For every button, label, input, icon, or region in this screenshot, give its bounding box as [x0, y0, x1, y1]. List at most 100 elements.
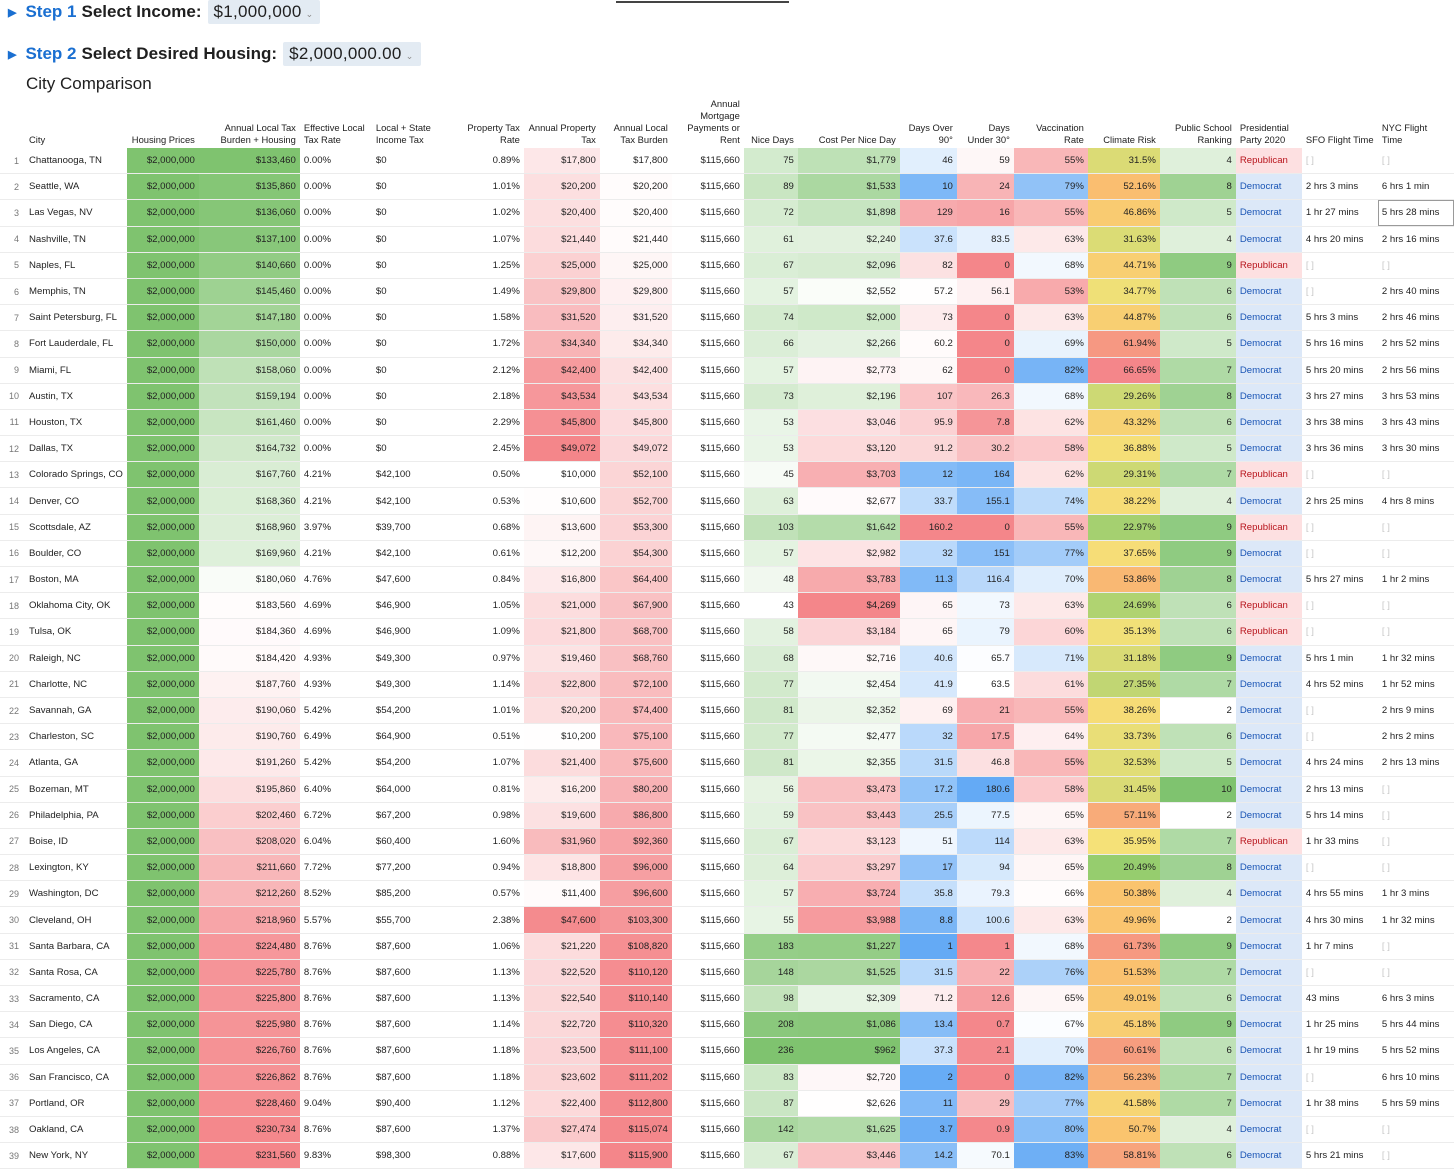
cell-party[interactable]: Democrat	[1235, 1011, 1302, 1039]
cell-mortgage[interactable]: $115,660	[671, 1064, 744, 1091]
cell-vaccination-rate[interactable]: 55%	[1013, 148, 1088, 175]
cell-nyc-flight[interactable]: 1 hr 3 mins	[1377, 880, 1454, 908]
cell-party[interactable]: Democrat	[1235, 723, 1302, 751]
cell-nyc-flight[interactable]: 3 hrs 30 mins	[1377, 435, 1454, 463]
cell-days-over-90[interactable]: 62	[899, 357, 957, 384]
cell-sfo-flight[interactable]: 2 hrs 13 mins	[1301, 776, 1378, 803]
cell-property-tax-rate[interactable]: 1.13%	[447, 959, 524, 987]
cell-nice-days[interactable]: 81	[743, 749, 798, 777]
cell-cost-per-nice-day[interactable]: $2,266	[797, 330, 900, 358]
cell-nice-days[interactable]: 89	[743, 173, 798, 201]
cell-income-tax[interactable]: $42,100	[371, 540, 448, 568]
cell-annual-burden-housing[interactable]: $208,020	[198, 828, 300, 856]
cell-housing-prices[interactable]: $2,000,000	[126, 278, 199, 306]
cell-nice-days[interactable]: 68	[743, 645, 798, 672]
cell-annual-tax-burden[interactable]: $108,820	[599, 933, 672, 960]
cell-mortgage[interactable]: $115,660	[671, 802, 744, 829]
cell-nice-days[interactable]: 57	[743, 540, 798, 568]
cell-party[interactable]: Democrat	[1235, 226, 1302, 253]
table-row[interactable]: 6 Memphis, TN $2,000,000 $145,460 0.00% $0 1.4…	[0, 278, 1454, 306]
cell-annual-property-tax[interactable]: $13,600	[523, 514, 600, 541]
cell-days-under-30[interactable]: 12.6	[956, 985, 1014, 1013]
cell-days-over-90[interactable]: 46	[899, 148, 957, 175]
cell-vaccination-rate[interactable]: 55%	[1013, 749, 1088, 777]
cell-cost-per-nice-day[interactable]: $962	[797, 1037, 900, 1065]
cell-annual-tax-burden[interactable]: $25,000	[599, 252, 672, 279]
cell-sfo-flight[interactable]: 4 hrs 24 mins	[1301, 749, 1378, 777]
cell-days-over-90[interactable]: 2	[899, 1064, 957, 1091]
cell-days-under-30[interactable]: 46.8	[956, 749, 1014, 777]
cell-days-under-30[interactable]: 151	[956, 540, 1014, 568]
cell-property-tax-rate[interactable]: 0.88%	[447, 1142, 524, 1169]
cell-sfo-flight[interactable]: 4 hrs 52 mins	[1301, 671, 1378, 698]
cell-nyc-flight[interactable]: [ ]	[1377, 592, 1454, 620]
cell-city[interactable]: Colorado Springs, CO	[25, 461, 127, 489]
cell-income-tax[interactable]: $0	[371, 435, 448, 463]
cell-nice-days[interactable]: 183	[743, 933, 798, 960]
cell-party[interactable]: Democrat	[1235, 1142, 1302, 1169]
cell-annual-property-tax[interactable]: $10,000	[523, 461, 600, 489]
cell-annual-property-tax[interactable]: $22,520	[523, 959, 600, 987]
cell-income-tax[interactable]: $87,600	[371, 1011, 448, 1039]
cell-effective-tax-rate[interactable]: 0.00%	[299, 226, 372, 253]
table-row[interactable]: 3 Las Vegas, NV $2,000,000 $136,060 0.00% $0 1…	[0, 199, 1454, 227]
cell-effective-tax-rate[interactable]: 4.21%	[299, 540, 372, 568]
cell-city[interactable]: Scottsdale, AZ	[25, 514, 127, 541]
cell-nice-days[interactable]: 103	[743, 514, 798, 541]
cell-nyc-flight[interactable]: [ ]	[1377, 854, 1454, 882]
table-row[interactable]: 36 San Francisco, CA $2,000,000 $226,862 8.7…	[0, 1064, 1454, 1091]
cell-city[interactable]: Boise, ID	[25, 828, 127, 856]
cell-sfo-flight[interactable]: 4 hrs 30 mins	[1301, 906, 1378, 934]
cell-days-under-30[interactable]: 0	[956, 304, 1014, 332]
cell-annual-property-tax[interactable]: $34,340	[523, 330, 600, 358]
cell-party[interactable]: Democrat	[1235, 199, 1302, 227]
cell-effective-tax-rate[interactable]: 8.76%	[299, 1037, 372, 1065]
cell-mortgage[interactable]: $115,660	[671, 487, 744, 515]
cell-city[interactable]: Charlotte, NC	[25, 671, 127, 698]
cell-city[interactable]: Memphis, TN	[25, 278, 127, 306]
cell-climate-risk[interactable]: 49.96%	[1087, 906, 1160, 934]
cell-annual-property-tax[interactable]: $20,200	[523, 697, 600, 725]
cell-days-over-90[interactable]: 129	[899, 199, 957, 227]
cell-sfo-flight[interactable]: 2 hrs 3 mins	[1301, 173, 1378, 201]
cell-annual-tax-burden[interactable]: $52,700	[599, 487, 672, 515]
cell-effective-tax-rate[interactable]: 0.00%	[299, 173, 372, 201]
cell-school-ranking[interactable]: 2	[1159, 697, 1236, 725]
column-header-climate-risk[interactable]: Climate Risk	[1103, 134, 1156, 145]
table-row[interactable]: 15 Scottsdale, AZ $2,000,000 $168,960 3.97% $…	[0, 514, 1454, 541]
cell-climate-risk[interactable]: 36.88%	[1087, 435, 1160, 463]
column-header-nice-days[interactable]: Nice Days	[751, 134, 794, 145]
cell-income-tax[interactable]: $49,300	[371, 671, 448, 698]
table-row[interactable]: 13 Colorado Springs, CO $2,000,000 $167,760…	[0, 461, 1454, 489]
cell-vaccination-rate[interactable]: 65%	[1013, 802, 1088, 829]
cell-climate-risk[interactable]: 58.81%	[1087, 1142, 1160, 1169]
cell-housing-prices[interactable]: $2,000,000	[126, 618, 199, 646]
cell-sfo-flight[interactable]: 1 hr 19 mins	[1301, 1037, 1378, 1065]
cell-property-tax-rate[interactable]: 1.14%	[447, 671, 524, 698]
cell-nice-days[interactable]: 56	[743, 776, 798, 803]
cell-nyc-flight[interactable]: 2 hrs 2 mins	[1377, 723, 1454, 751]
cell-annual-burden-housing[interactable]: $145,460	[198, 278, 300, 306]
cell-cost-per-nice-day[interactable]: $3,703	[797, 461, 900, 489]
cell-days-under-30[interactable]: 0	[956, 1064, 1014, 1091]
cell-school-ranking[interactable]: 9	[1159, 540, 1236, 568]
cell-party[interactable]: Democrat	[1235, 645, 1302, 672]
table-row[interactable]: 4 Nashville, TN $2,000,000 $137,100 0.00% $0 1…	[0, 226, 1454, 253]
table-row[interactable]: 12 Dallas, TX $2,000,000 $164,732 0.00% $0 2.4…	[0, 435, 1454, 463]
cell-city[interactable]: Santa Barbara, CA	[25, 933, 127, 960]
cell-sfo-flight[interactable]: 1 hr 33 mins	[1301, 828, 1378, 856]
cell-annual-burden-housing[interactable]: $161,460	[198, 409, 300, 437]
cell-housing-prices[interactable]: $2,000,000	[126, 383, 199, 410]
cell-party[interactable]: Democrat	[1235, 1090, 1302, 1117]
cell-housing-prices[interactable]: $2,000,000	[126, 461, 199, 489]
cell-climate-risk[interactable]: 61.73%	[1087, 933, 1160, 960]
cell-nyc-flight[interactable]: [ ]	[1377, 1116, 1454, 1144]
cell-days-over-90[interactable]: 1	[899, 933, 957, 960]
cell-days-over-90[interactable]: 32	[899, 723, 957, 751]
cell-annual-burden-housing[interactable]: $169,960	[198, 540, 300, 568]
cell-city[interactable]: Denver, CO	[25, 487, 127, 515]
cell-school-ranking[interactable]: 5	[1159, 199, 1236, 227]
cell-days-over-90[interactable]: 71.2	[899, 985, 957, 1013]
cell-annual-property-tax[interactable]: $12,200	[523, 540, 600, 568]
cell-effective-tax-rate[interactable]: 5.57%	[299, 906, 372, 934]
